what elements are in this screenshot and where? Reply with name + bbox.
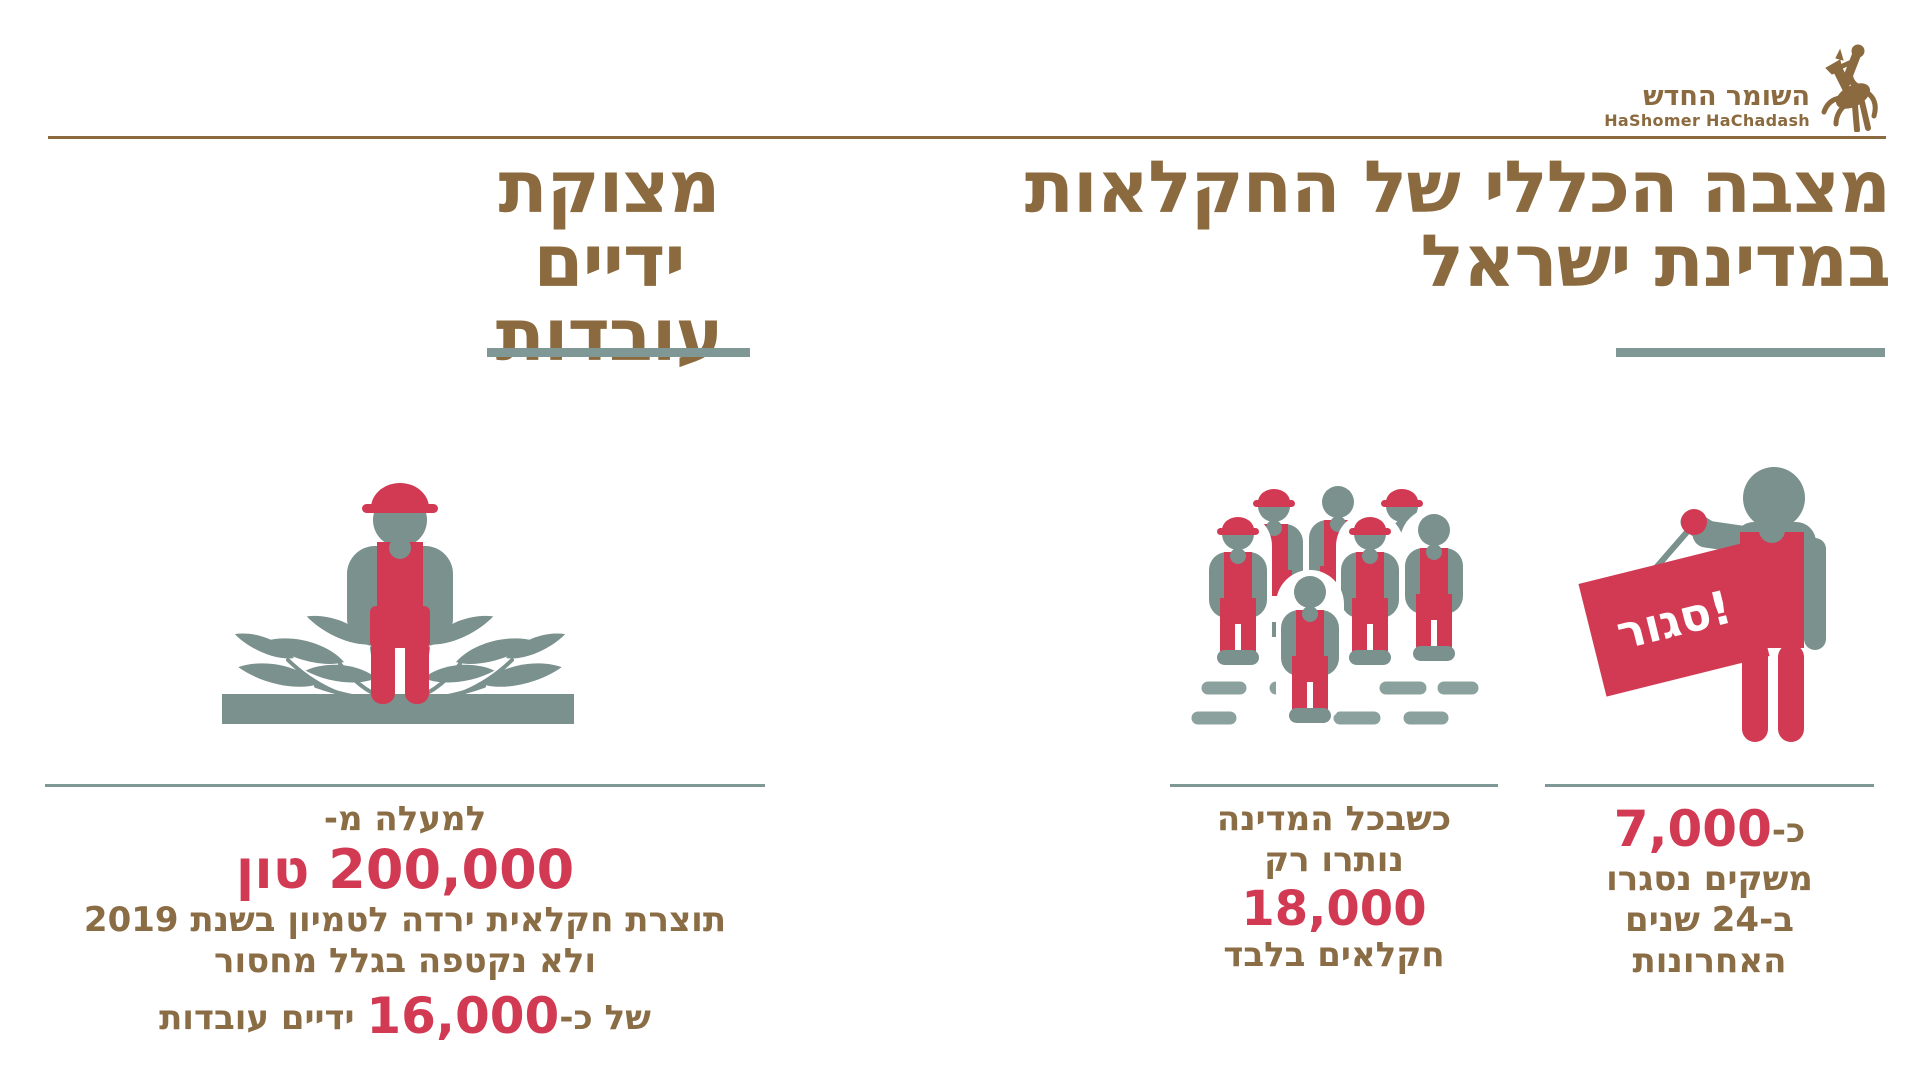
farmer-in-wheat-field-icon xyxy=(222,483,574,724)
horse-and-rider-icon xyxy=(1821,44,1878,132)
labor-title-underline xyxy=(487,348,750,357)
overview-section-title: מצבה הכללי של החקלאות במדינת ישראל xyxy=(1024,145,1891,304)
tail-number: 16,000 xyxy=(366,986,560,1045)
farms-closed-headline-line: כ-7,000 xyxy=(1545,799,1874,859)
farmer-closed-sign-icon: סגור! xyxy=(1578,467,1826,742)
tail-suffix: ידיים עובדות xyxy=(159,997,367,1038)
produce-loss-tail: של כ-16,000 ידיים עובדות xyxy=(45,986,765,1046)
overview-title-line2: במדינת ישראל xyxy=(1420,219,1891,304)
stat-divider xyxy=(1170,784,1498,787)
labor-title-line1: מצוקת xyxy=(498,145,720,229)
labor-section-title: מצוקת ידיים עובדות xyxy=(409,145,809,378)
stat-farmers-remaining: כשבכל המדינה נותרו רק 18,000 חקלאים בלבד xyxy=(1170,784,1498,976)
stat-produce-loss: למעלה מ- 200,000 טון תוצרת חקלאית ירדה ל… xyxy=(45,784,765,1046)
farmers-remaining-headline: 18,000 xyxy=(1241,880,1427,937)
top-divider-rule xyxy=(48,136,1886,139)
overview-title-line1: מצבה הכללי של החקלאות xyxy=(1024,145,1891,229)
labor-title-line2: ידיים עובדות xyxy=(495,219,724,378)
farmers-remaining-intro: כשבכל המדינה נותרו רק xyxy=(1216,799,1452,880)
produce-loss-line1: תוצרת חקלאית ירדה לטמיון בשנת 2019 xyxy=(83,900,727,941)
logo: השומר החדש HaShomer HaChadash xyxy=(1604,40,1880,132)
produce-loss-headline: 200,000 טון xyxy=(235,837,575,901)
logo-name-english: HaShomer HaChadash xyxy=(1604,111,1810,130)
farms-closed-line2: ב-24 שנים האחרונות xyxy=(1625,899,1794,981)
farmers-group-icon xyxy=(1191,486,1479,726)
produce-loss-line2: ולא נקטפה בגלל מחסור xyxy=(213,941,597,982)
produce-loss-intro: למעלה מ- xyxy=(323,799,487,839)
farms-closed-line1: משקים נסגרו xyxy=(1606,859,1813,899)
farms-closed-prefix: כ- xyxy=(1771,811,1806,851)
tail-prefix: של כ- xyxy=(559,997,651,1038)
stat-divider xyxy=(45,784,765,787)
stat-farms-closed: כ-7,000 משקים נסגרו ב-24 שנים האחרונות xyxy=(1545,784,1874,981)
farms-closed-number: 7,000 xyxy=(1613,800,1772,858)
closed-sign: סגור! xyxy=(1578,543,1770,697)
farmers-remaining-caption: חקלאים בלבד xyxy=(1223,935,1445,976)
stat-divider xyxy=(1545,784,1874,787)
logo-text: השומר החדש HaShomer HaChadash xyxy=(1604,80,1810,132)
logo-name-hebrew: השומר החדש xyxy=(1643,80,1810,112)
overview-title-underline xyxy=(1616,348,1885,357)
